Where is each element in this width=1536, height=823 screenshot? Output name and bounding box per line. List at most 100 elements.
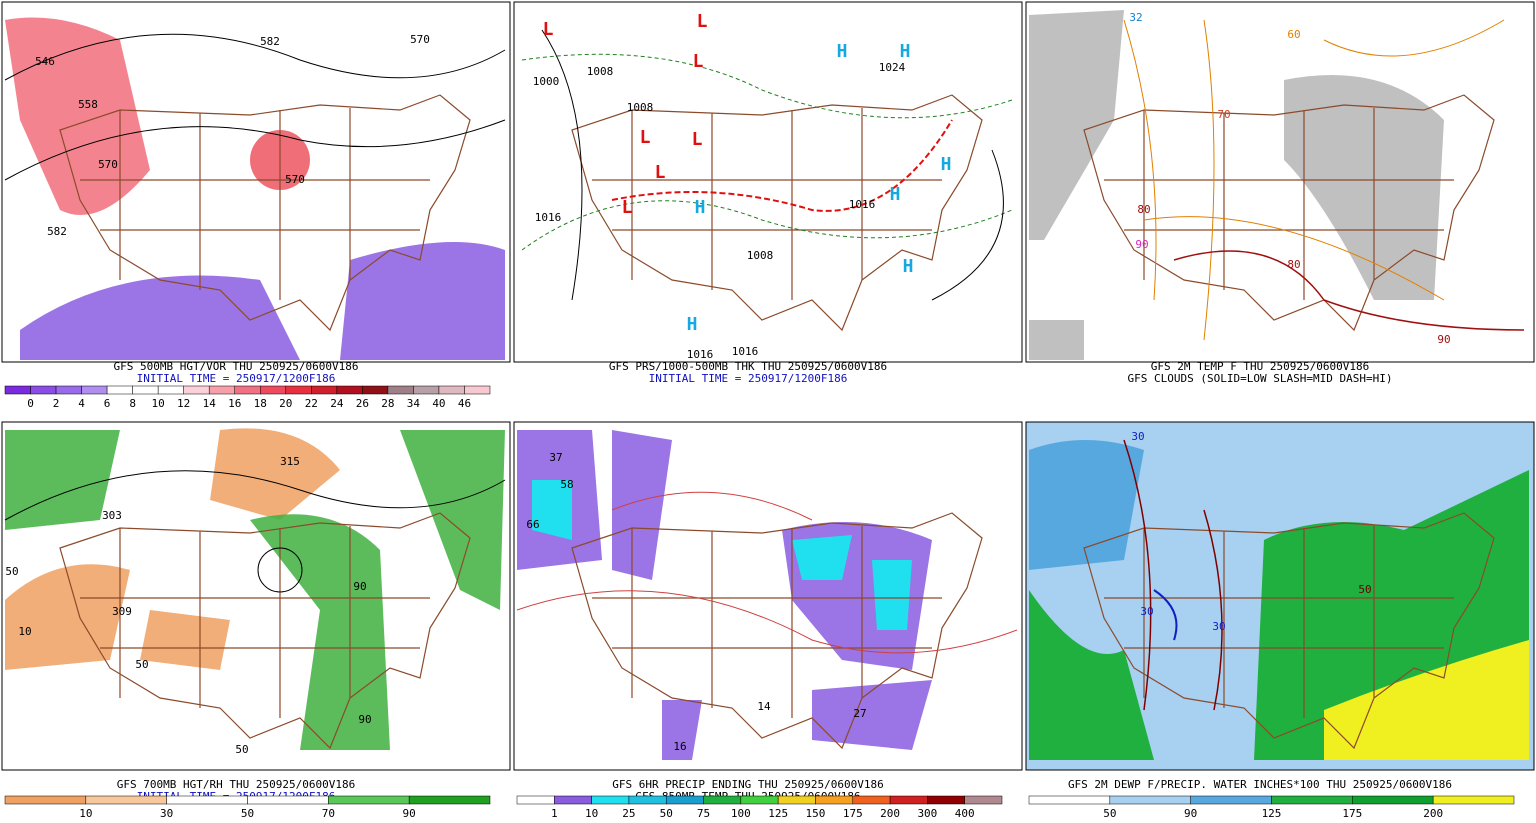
colorbar-swatch — [106, 385, 133, 395]
precip-area — [517, 430, 932, 760]
precip-area — [532, 480, 912, 630]
colorbar-label: 1 — [551, 807, 558, 819]
contour-label: 570 — [285, 173, 305, 186]
contour-label: 90 — [358, 713, 371, 726]
colorbar-label: 150 — [806, 807, 826, 819]
contour-label: 10 — [18, 625, 31, 638]
contour-label: 309 — [112, 605, 132, 618]
colorbar-swatch — [927, 795, 965, 805]
pressure-contour — [541, 29, 1004, 301]
colorbar-swatch — [260, 385, 287, 395]
colorbar-swatch — [4, 795, 87, 805]
colorbar-swatch — [166, 795, 248, 805]
colorbar-label: 8 — [129, 397, 136, 410]
temperature-contour — [1173, 250, 1525, 331]
contour-label: 1000 — [533, 75, 560, 88]
colorbar-label: 30 — [160, 807, 173, 819]
contour-label: 27 — [853, 707, 866, 720]
colorbar-swatch — [247, 795, 329, 805]
colorbar-label: 14 — [203, 397, 217, 410]
contour-label: 1016 — [535, 211, 562, 224]
colorbar-label: 6 — [104, 397, 111, 410]
contour-label: 1008 — [747, 249, 774, 262]
contour-label: 50 — [5, 565, 18, 578]
colorbar-swatch — [285, 385, 312, 395]
caption: GFS 700MB HGT/RH THU 250925/0600V186 — [117, 778, 355, 791]
dewpoint-area — [1324, 640, 1529, 760]
colorbar-swatch — [328, 795, 410, 805]
colorbar-swatch — [665, 795, 704, 805]
colorbar-swatch — [408, 795, 491, 805]
colorbar-swatch — [157, 385, 184, 395]
colorbar-swatch — [362, 385, 389, 395]
contour-label: 1008 — [627, 101, 654, 114]
pressure-center: H — [941, 154, 952, 175]
contour-label: 1016 — [732, 345, 759, 358]
caption: GFS 500MB HGT/VOR THU 250925/0600V186 — [113, 360, 358, 373]
contour-label: 303 — [102, 509, 122, 522]
colorbar-swatch — [311, 385, 338, 395]
precip-water-contour — [1123, 439, 1223, 711]
temperature-contour — [1123, 19, 1505, 341]
contour-label: 32 — [1129, 11, 1142, 24]
contour-label: 1016 — [687, 348, 714, 361]
colorbar-label: 16 — [228, 397, 241, 410]
colorbar-swatch — [815, 795, 854, 805]
colorbar-swatch — [85, 795, 167, 805]
thickness-contour — [611, 119, 953, 212]
colorbar-swatch — [234, 385, 261, 395]
colorbar-label: 10 — [79, 807, 92, 819]
contour-label: 30 — [1140, 605, 1153, 618]
contour-label: 16 — [673, 740, 686, 753]
colorbar-label: 175 — [843, 807, 863, 819]
colorbar-label: 125 — [1262, 807, 1282, 819]
colorbar-swatch — [438, 385, 465, 395]
colorbar-swatch — [183, 385, 210, 395]
colorbar-swatch — [413, 385, 440, 395]
pressure-center: L — [692, 129, 703, 150]
colorbar-swatch — [1190, 795, 1272, 805]
colorbar-swatch — [516, 795, 555, 805]
contour-label: 58 — [560, 478, 573, 491]
pressure-center: H — [695, 197, 706, 218]
contour-label: 30 — [1212, 620, 1225, 633]
colorbar-swatch — [1271, 795, 1353, 805]
colorbar-swatch — [1109, 795, 1191, 805]
colorbar-swatch — [964, 795, 1003, 805]
contour-label: 30 — [1131, 430, 1144, 443]
colorbar-label: 25 — [622, 807, 635, 819]
colorbar-swatch — [703, 795, 742, 805]
panel — [513, 1, 1023, 363]
contour-label: 315 — [280, 455, 300, 468]
contour-label: 80 — [1137, 203, 1150, 216]
colorbar-swatch — [336, 385, 363, 395]
pressure-center: L — [697, 11, 708, 32]
contour-label: 50 — [235, 743, 248, 756]
contour-label: 70 — [1217, 108, 1230, 121]
colorbar-swatch — [30, 385, 57, 395]
contour-label: 90 — [1437, 333, 1450, 346]
colorbar-label: 400 — [955, 807, 975, 819]
caption: GFS 2M DEWP F/PRECIP. WATER INCHES*100 T… — [1068, 778, 1452, 791]
colorbar-label: 300 — [917, 807, 937, 819]
colorbar-label: 200 — [1423, 807, 1443, 819]
pressure-center: L — [655, 162, 666, 183]
humidity-area — [5, 430, 505, 750]
pressure-center: H — [687, 314, 698, 335]
colorbar-swatch — [852, 795, 891, 805]
colorbar-label: 20 — [279, 397, 292, 410]
colorbar-label: 12 — [177, 397, 190, 410]
colorbar-label: 200 — [880, 807, 900, 819]
colorbar-label: 40 — [432, 397, 445, 410]
caption: GFS PRS/1000-500MB THK THU 250925/0600V1… — [609, 360, 887, 373]
panel — [1025, 421, 1535, 771]
pressure-center: L — [640, 127, 651, 148]
contour-label: 37 — [549, 451, 562, 464]
colorbar-swatch — [208, 385, 235, 395]
pressure-center: H — [837, 41, 848, 62]
colorbar-swatch — [132, 385, 159, 395]
contour-label: 90 — [1135, 238, 1148, 251]
colorbar-swatch — [740, 795, 779, 805]
colorbar-swatch — [889, 795, 928, 805]
